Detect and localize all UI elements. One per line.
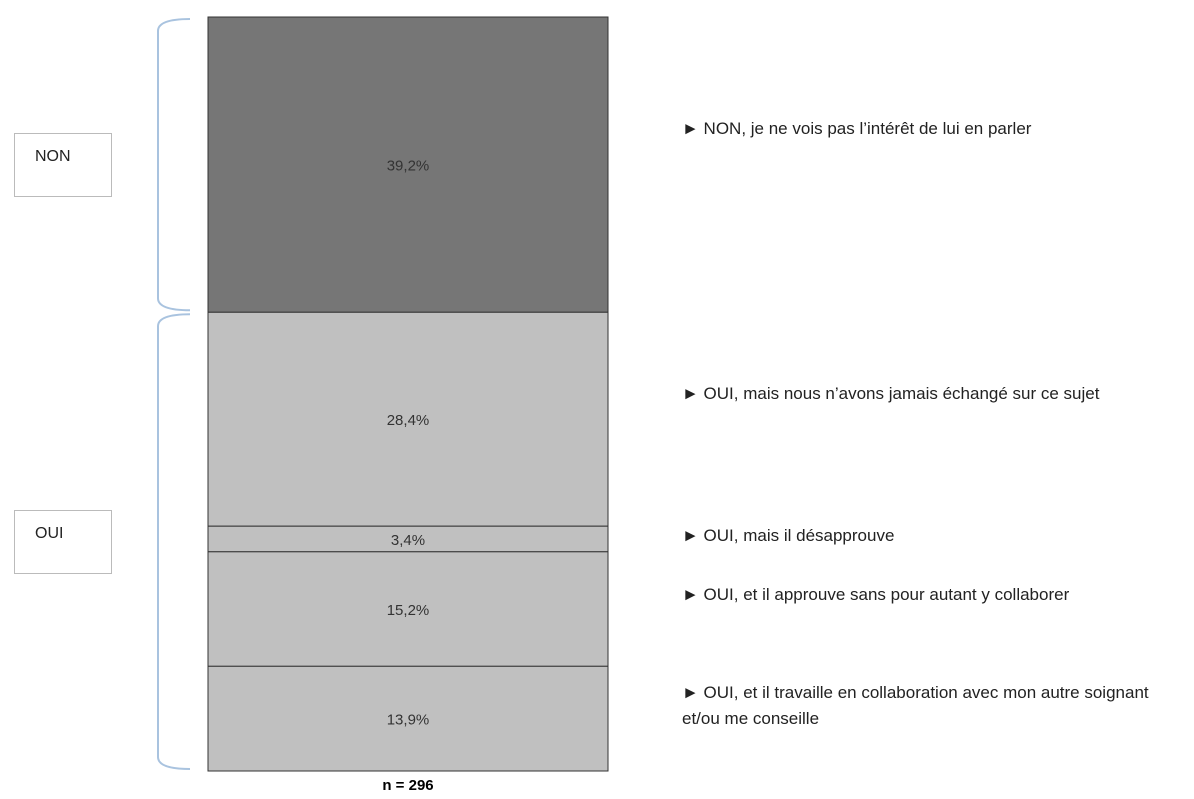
sample-size: n = 296 [382,777,434,794]
group-bracket [157,313,191,770]
group-label: NON [14,132,112,197]
bar-segment [207,551,609,667]
segment-label: ► OUI, mais nous n’avons jamais échangé … [682,383,1100,403]
segment-label: ► OUI, et il travaille en collaboration … [682,683,1149,729]
value-label: 3,4% [391,532,425,549]
segment-label: ► NON, je ne vois pas l’intérêt de lui e… [682,119,1032,139]
group-label: OUI [14,509,112,574]
bar-segment [207,16,609,313]
bar-segment [207,665,609,772]
group-bracket [157,18,191,312]
value-label: 13,9% [387,712,430,729]
segment-label: ► OUI, et il approuve sans pour autant y… [682,585,1070,605]
value-label: 28,4% [387,412,430,429]
value-label: 15,2% [387,602,430,619]
segment-label: ► OUI, mais il désapprouve [682,525,895,545]
value-label: 39,2% [387,158,430,175]
bar-segment [207,525,609,553]
